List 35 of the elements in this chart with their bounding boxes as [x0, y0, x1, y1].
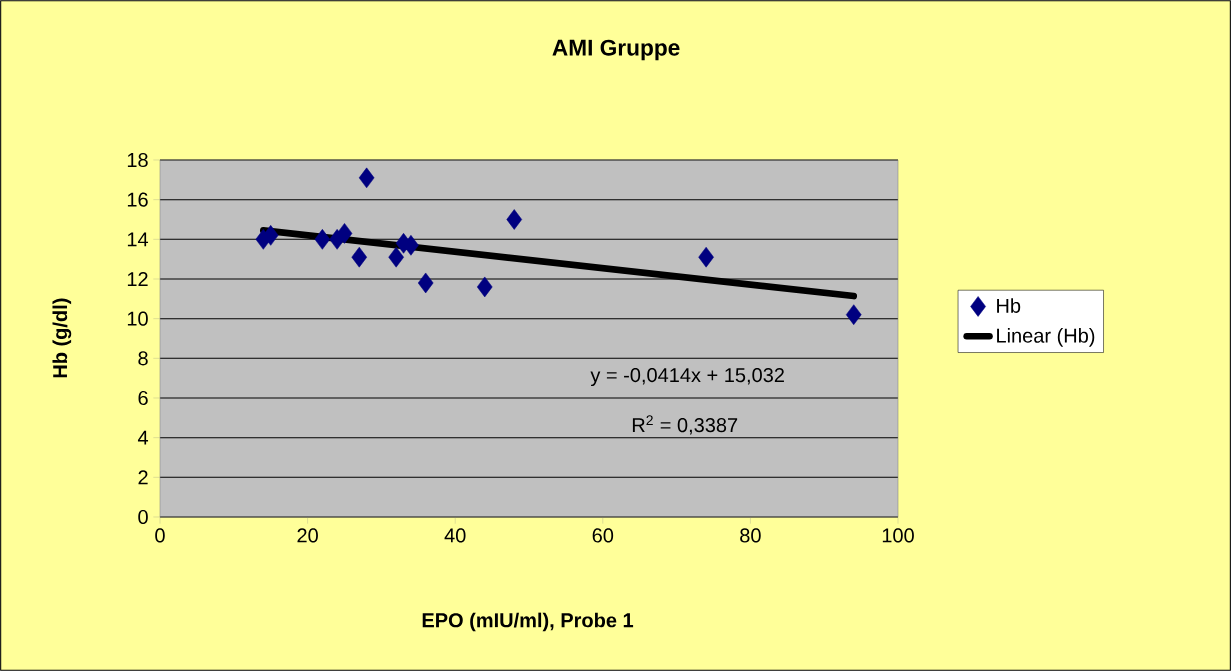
x-tick-label: 80: [740, 528, 761, 543]
annotation: y = -0,0414x + 15,032: [590, 367, 784, 387]
x-tick-label: 0: [155, 528, 165, 543]
annotation: R$^{2}$ = 0,3387: [632, 415, 738, 435]
point: [314, 229, 331, 250]
point: [698, 246, 714, 268]
legend-label: Linear (Hb): [997, 328, 1095, 347]
legend-label: Hb: [997, 298, 1021, 313]
chart-title: AMI Gruppe: [552, 39, 680, 61]
y-tick-label: 0: [138, 509, 148, 525]
y-tick-label: 10: [127, 311, 148, 326]
y-tick-label: 12: [127, 272, 148, 286]
x-tick-label: 100: [882, 528, 914, 543]
y-tick-label: 14: [127, 232, 149, 247]
x-tick-label: 40: [444, 528, 466, 543]
point: [506, 209, 523, 230]
point: [336, 223, 353, 244]
y-tick-label: 18: [127, 152, 148, 168]
y-tick-label: 4: [137, 430, 149, 445]
y-axis-title: Hb (g/dl): [52, 298, 72, 378]
point: [417, 272, 434, 294]
point: [403, 235, 419, 256]
y-tick-label: 2: [138, 470, 148, 485]
x-tick-label: 20: [297, 528, 318, 543]
x-tick-label: 60: [592, 528, 614, 543]
point: [388, 246, 404, 268]
point: [845, 304, 862, 325]
y-tick-label: 16: [127, 192, 148, 207]
point: [358, 167, 375, 189]
y-tick-label: 6: [138, 390, 148, 406]
x-axis-title: EPO (mIU/ml), Probe 1: [422, 612, 634, 632]
point: [351, 246, 368, 268]
point: [476, 276, 493, 298]
y-tick-label: 8: [138, 351, 148, 366]
point: [262, 225, 279, 246]
